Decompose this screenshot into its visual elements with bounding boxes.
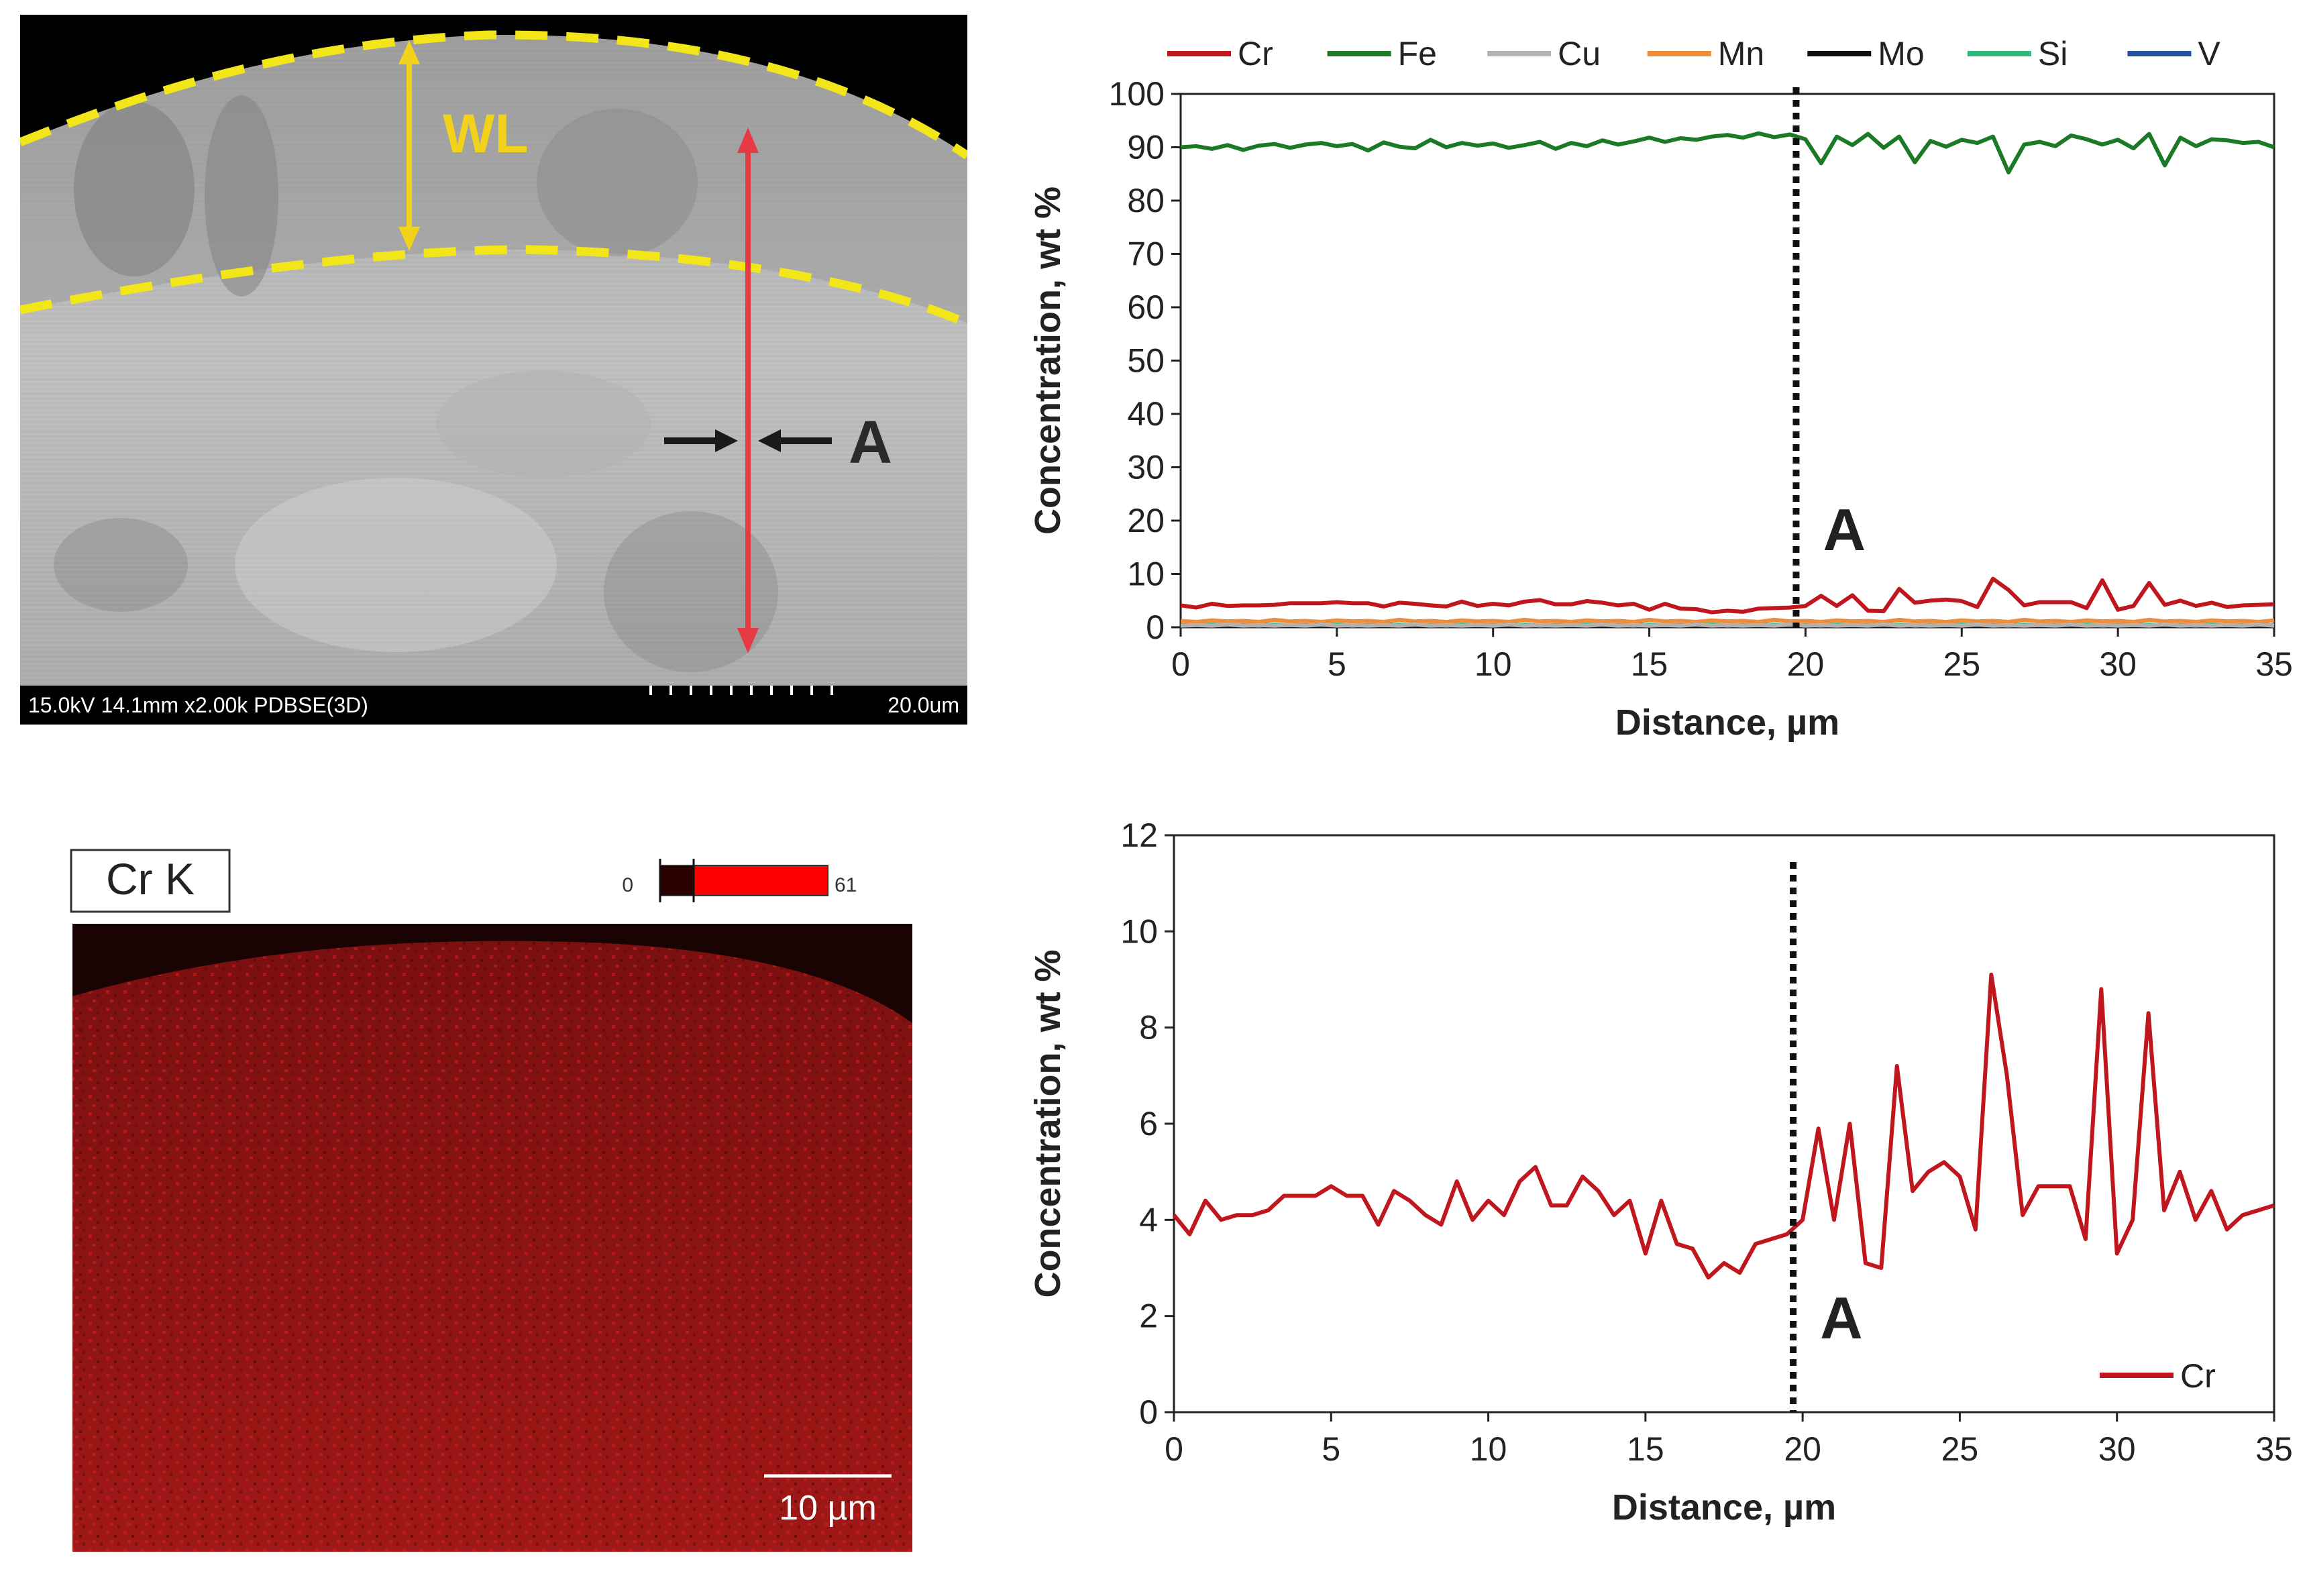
sem-image-panel: WL A 15.0kV 14.1mm x2.00k PDBSE(3D) 20.0… <box>20 15 967 725</box>
bot-x-tick-label: 20 <box>1784 1430 1821 1468</box>
bot-x-tick-label: 5 <box>1322 1430 1340 1468</box>
bot-y-tick-label: 10 <box>1120 912 1158 950</box>
bot-y-tick-label: 4 <box>1139 1201 1158 1238</box>
wl-thickness-arrow <box>398 40 420 251</box>
top-series-line-fe <box>1180 131 2275 174</box>
point-a-marker-arrows <box>664 429 832 452</box>
wl-top-boundary <box>20 30 967 160</box>
chart-top-position-a-label: A <box>1823 496 1866 563</box>
legend-label-mo: Mo <box>1878 35 1924 72</box>
top-x-tick-label: 30 <box>2099 645 2137 683</box>
colorbar-dark-segment <box>660 865 694 896</box>
bot-y-tick-label: 2 <box>1139 1297 1158 1335</box>
chart-bottom-legend: Cr <box>2100 1357 2216 1395</box>
cr-map-scale-text: 10 µm <box>779 1489 877 1528</box>
chart-bottom-x-axis-label: Distance, µm <box>1612 1487 1836 1528</box>
legend-label-mn: Mn <box>1718 35 1764 72</box>
chart-bottom-y-axis-label: Concentration, wt % <box>1028 949 1068 1297</box>
chart-top-x-axis-label: Distance, µm <box>1615 702 1839 743</box>
sem-scale-ticks <box>649 686 833 695</box>
bot-y-tick-label: 8 <box>1139 1009 1158 1047</box>
cr-map-title: Cr K <box>106 854 195 904</box>
chart-top-svg: Cr Fe Cu Mn Mo Si V 0 10 20 30 40 50 60 70 80 90 100 0 5 1… <box>1028 35 2293 743</box>
top-x-tick-label: 15 <box>1631 645 1668 683</box>
top-x-tick-label: 25 <box>1943 645 1980 683</box>
legend-label-cu: Cu <box>1558 35 1601 72</box>
top-y-tick-label: 0 <box>1146 608 1165 646</box>
top-y-tick-label: 20 <box>1127 502 1165 539</box>
bot-y-tick-label: 0 <box>1139 1393 1158 1431</box>
top-series-line-mn <box>1180 617 2275 624</box>
colorbar-bright-segment <box>694 865 828 896</box>
line-profile-chart-all-elements: Cr Fe Cu Mn Mo Si V 0 10 20 30 40 50 60 70 80 90 100 0 5 1… <box>1006 7 2304 778</box>
chart-top-plot-frame <box>1179 93 2275 629</box>
top-x-tick-label: 0 <box>1171 645 1190 683</box>
wl-bottom-boundary <box>20 245 967 327</box>
bot-x-tick-label: 30 <box>2098 1430 2136 1468</box>
top-y-tick-label: 30 <box>1127 449 1165 486</box>
profile-line-arrow <box>737 127 759 653</box>
sem-scale-text: 20.0um <box>888 693 959 717</box>
wl-label: WL <box>443 103 528 164</box>
top-y-tick-label: 40 <box>1127 395 1165 433</box>
cr-element-map: Cr K 0 61 10 µm <box>70 849 912 1552</box>
top-y-tick-label: 80 <box>1127 182 1165 219</box>
chart-bottom-svg: 0 2 4 6 8 10 12 0 5 10 15 20 25 30 35 A Cr Distance, … <box>1028 816 2293 1528</box>
sem-acquisition-info: 15.0kV 14.1mm x2.00k PDBSE(3D) <box>28 693 368 717</box>
colorbar-max-label: 61 <box>835 874 857 896</box>
top-y-tick-label: 10 <box>1127 555 1165 593</box>
cr-element-map-panel: Cr K 0 61 10 µm <box>70 849 915 1553</box>
point-a-label: A <box>849 409 892 476</box>
chart-top-legend: Cr Fe Cu Mn Mo Si V <box>1167 35 2220 72</box>
legend-label-cr: Cr <box>1238 35 1273 72</box>
bot-x-tick-label: 15 <box>1627 1430 1664 1468</box>
top-y-tick-label: 100 <box>1109 75 1165 113</box>
top-y-tick-label: 60 <box>1127 288 1165 326</box>
top-x-tick-label: 20 <box>1787 645 1825 683</box>
sem-image: WL A 15.0kV 14.1mm x2.00k PDBSE(3D) 20.0… <box>20 15 967 725</box>
bot-y-tick-label: 6 <box>1139 1105 1158 1142</box>
line-profile-chart-cr: 0 2 4 6 8 10 12 0 5 10 15 20 25 30 35 A Cr Distance, … <box>1006 808 2304 1593</box>
top-x-tick-label: 5 <box>1328 645 1346 683</box>
sem-footer-bar <box>20 686 967 725</box>
bot-x-tick-label: 25 <box>1941 1430 1979 1468</box>
top-y-tick-label: 70 <box>1127 235 1165 273</box>
top-x-tick-label: 35 <box>2255 645 2293 683</box>
top-y-tick-label: 90 <box>1127 129 1165 166</box>
top-y-tick-label: 50 <box>1127 342 1165 380</box>
chart-top-y-axis-label: Concentration, wt % <box>1028 187 1068 535</box>
legend-label-v: V <box>2198 35 2220 72</box>
bot-x-tick-label: 0 <box>1165 1430 1183 1468</box>
top-series-line-cr <box>1180 576 2275 615</box>
bot-series-line-cr <box>1172 972 2275 1280</box>
chart-bottom-position-a-label: A <box>1820 1285 1863 1351</box>
bot-y-tick-label: 12 <box>1120 816 1158 854</box>
legend-label-si: Si <box>2038 35 2068 72</box>
bot-x-tick-label: 10 <box>1470 1430 1507 1468</box>
colorbar-min-label: 0 <box>622 874 633 896</box>
legend-label-cr: Cr <box>2180 1357 2216 1395</box>
cr-map-title-box <box>70 849 231 913</box>
top-series-line-cu <box>1180 623 2275 628</box>
legend-label-fe: Fe <box>1398 35 1437 72</box>
top-x-tick-label: 10 <box>1474 645 1512 683</box>
bot-x-tick-label: 35 <box>2255 1430 2293 1468</box>
